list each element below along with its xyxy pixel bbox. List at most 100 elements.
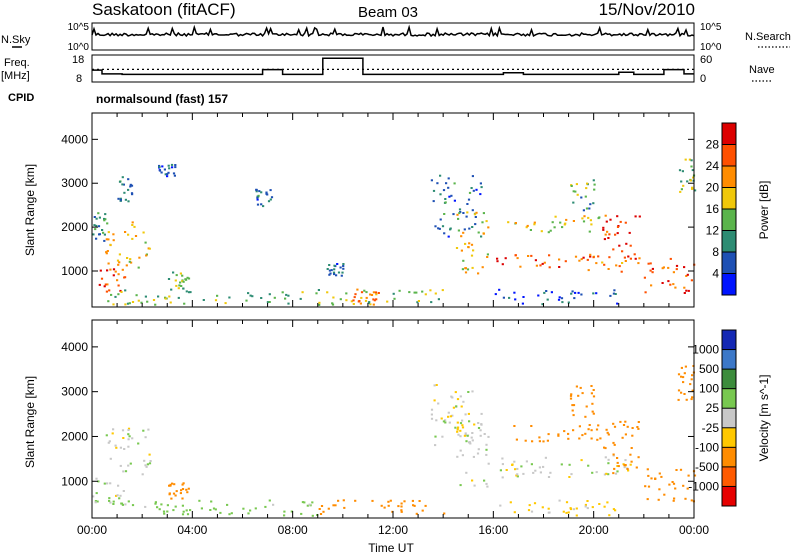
data-region	[602, 214, 641, 265]
nsearch-tick-bottom: 10^0	[700, 42, 722, 53]
colorbar-swatch	[722, 466, 736, 487]
panel-bg	[92, 113, 694, 307]
colorbar-swatch	[722, 230, 736, 253]
colorbar-tick-label: 24	[706, 159, 720, 173]
colorbar-tick-label: 16	[706, 202, 720, 216]
panel-bg	[92, 320, 694, 518]
y-tick-label: 3000	[61, 385, 88, 399]
y-tick-label: 2000	[61, 429, 88, 443]
data-region	[496, 254, 567, 269]
data-region	[92, 212, 107, 242]
colorbar-swatch	[722, 486, 736, 507]
colorbar-tick-label: -500	[695, 460, 719, 474]
y-tick-label: 1000	[61, 474, 88, 488]
data-region	[499, 499, 617, 517]
colorbar-swatch	[722, 369, 736, 390]
colorbar-tick-label: 25	[706, 401, 720, 415]
x-tick-label: 16:00	[478, 523, 508, 537]
colorbar-swatch	[722, 144, 736, 167]
cpid-value: normalsound (fast) 157	[96, 92, 228, 106]
data-region	[643, 257, 696, 294]
nsky-panel	[91, 22, 695, 51]
data-region	[105, 427, 152, 476]
power-ylabel: Slant Range [km]	[23, 164, 37, 256]
colorbar-swatch	[722, 447, 736, 468]
nave-tick-bottom: 0	[700, 73, 706, 85]
data-region	[158, 163, 177, 178]
x-tick-label: 00:00	[679, 523, 709, 537]
nsky-trace	[91, 24, 695, 38]
x-tick-label: 00:00	[77, 523, 107, 537]
data-region	[570, 179, 596, 212]
data-region	[494, 288, 619, 306]
colorbar-swatch	[722, 427, 736, 448]
nave-label: Nave	[749, 64, 775, 76]
data-region	[117, 176, 134, 203]
freq-panel	[91, 54, 695, 83]
y-tick-label: 4000	[61, 132, 88, 146]
data-region	[603, 420, 640, 475]
nsky-label: N.Sky	[1, 34, 31, 46]
colorbar-tick-label: -25	[702, 421, 720, 435]
freq-tick-top: 18	[72, 54, 84, 66]
data-region	[455, 211, 490, 275]
velocity-panel: 1000 2000 3000 4000 00:00 04:00 08:00 12:00 16:0…	[61, 319, 709, 537]
y-tick-label: 3000	[61, 176, 88, 190]
data-region	[167, 271, 191, 290]
colorbar-tick-label: 8	[712, 245, 719, 259]
freq-label: Freq.	[4, 57, 30, 69]
colorbar-swatch	[722, 187, 736, 210]
beam-title: Beam 03	[358, 4, 418, 21]
x-tick-label: 20:00	[579, 523, 609, 537]
y-tick-label: 1000	[61, 264, 88, 278]
velocity-ylabel: Slant Range [km]	[23, 376, 37, 468]
colorbar-frame	[721, 329, 737, 507]
colorbar-swatch	[722, 252, 736, 274]
colorbar-swatch	[722, 349, 736, 370]
velocity-colorbar-label: Velocity [m s^-1]	[757, 375, 771, 462]
power-panel: 1000 2000 3000 4000	[61, 112, 697, 308]
data-region	[168, 482, 190, 500]
time-axis-label: Time UT	[368, 541, 414, 554]
nsearch-label: N.Search	[745, 31, 791, 43]
data-region	[105, 221, 151, 269]
colorbar-tick-label: 12	[706, 224, 720, 238]
colorbar-swatch	[722, 209, 736, 231]
power-colorbar-label: Power [dB]	[757, 181, 771, 240]
data-region	[574, 253, 632, 273]
power-colorbar: 4 8 12 16 20 24 28	[706, 122, 737, 296]
velocity-colorbar: 1000 500 100 25 -25 -100 -500 -1000	[688, 329, 737, 507]
x-tick-label: 12:00	[378, 523, 408, 537]
nave-tick-top: 60	[700, 54, 712, 66]
freq-line	[92, 57, 694, 76]
colorbar-swatch	[722, 408, 736, 429]
data-region	[255, 188, 274, 208]
data-region	[644, 468, 697, 503]
nsearch-tick-top: 10^5	[700, 22, 722, 33]
freq-unit-label: [MHz]	[1, 70, 30, 82]
y-tick-label: 2000	[61, 220, 88, 234]
data-region	[430, 174, 483, 238]
nsky-tick-bottom: 10^0	[68, 42, 90, 53]
colorbar-tick-label: 20	[706, 181, 720, 195]
data-region	[318, 499, 446, 515]
colorbar-tick-label: 1000	[692, 343, 719, 357]
colorbar-tick-label: 500	[699, 362, 719, 376]
colorbar-swatch	[722, 273, 736, 296]
data-region	[507, 215, 601, 234]
x-tick-label: 08:00	[278, 523, 308, 537]
colorbar-tick-label: 100	[699, 382, 719, 396]
data-region	[108, 499, 319, 517]
nsky-tick-top: 10^5	[68, 22, 90, 33]
colorbar-tick-label: -100	[695, 440, 719, 454]
freq-tick-bottom: 8	[76, 73, 82, 85]
data-region	[352, 288, 380, 306]
colorbar-tick-label: -1000	[688, 479, 719, 493]
colorbar-swatch	[722, 330, 736, 351]
data-region	[456, 422, 490, 488]
y-tick-label: 4000	[61, 340, 88, 354]
nsky-line	[91, 24, 695, 38]
data-region	[569, 385, 596, 418]
x-tick-label: 04:00	[177, 523, 207, 537]
